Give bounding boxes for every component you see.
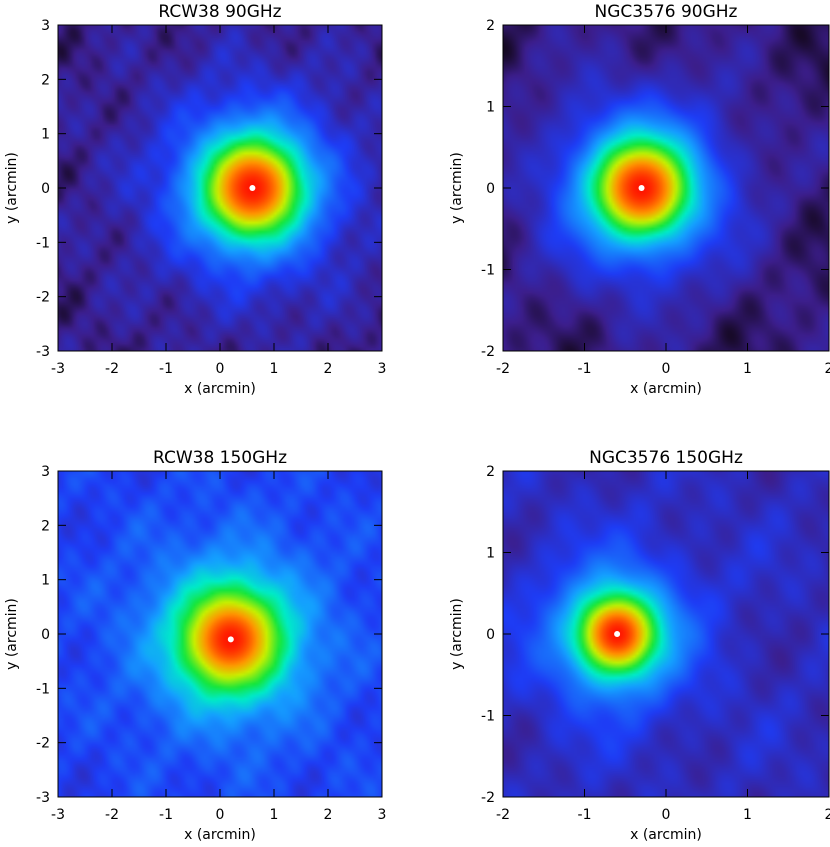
panel-2: -2 -1 0 1 2 -2 -1 0 1 2 NGC3576 90GHz x (arcmin) y (… [449, 2, 830, 397]
x-tick-label: 2 [324, 361, 333, 377]
x-axis-label: x (arcmin) [184, 827, 256, 843]
y-tick-label: 1 [41, 127, 50, 143]
y-tick-label: 1 [486, 100, 495, 116]
y-tick-label: -2 [481, 344, 495, 360]
y-tick-label: -2 [481, 790, 495, 806]
x-tick-label: 3 [378, 361, 387, 377]
x-tick-label: -2 [496, 807, 510, 823]
x-tick-label: -1 [159, 361, 173, 377]
x-tick-label: 1 [270, 807, 279, 823]
x-tick-label: 0 [216, 361, 225, 377]
y-tick-label: 0 [486, 181, 495, 197]
x-tick-label: -1 [159, 807, 173, 823]
peak-marker [227, 636, 234, 643]
y-tick-label: 2 [41, 518, 50, 534]
x-axis-label: x (arcmin) [184, 381, 256, 397]
y-tick-label: 2 [486, 464, 495, 480]
x-tick-label: -2 [105, 807, 119, 823]
y-tick-label: -1 [481, 709, 495, 725]
y-tick-label: 2 [486, 18, 495, 34]
y-tick-label: -2 [36, 290, 50, 306]
x-tick-label: -3 [51, 807, 65, 823]
panel-title: NGC3576 150GHz [589, 448, 743, 468]
heatmap-image [58, 25, 382, 351]
panel-title: NGC3576 90GHz [595, 2, 738, 22]
x-tick-label: -3 [51, 361, 65, 377]
x-tick-label: 0 [662, 361, 671, 377]
panel-title: RCW38 90GHz [158, 2, 281, 22]
panel-3: -3 -2 -1 0 1 2 3 -3 -2 -1 0 1 2 3 RCW38 150GHz x (arcmi… [4, 448, 386, 843]
x-tick-label: -1 [578, 361, 592, 377]
y-tick-label: -1 [36, 235, 50, 251]
x-axis-label: x (arcmin) [630, 381, 702, 397]
x-tick-label: -1 [578, 807, 592, 823]
y-axis-label: y (arcmin) [4, 598, 20, 670]
panel-4: -2 -1 0 1 2 -2 -1 0 1 2 NGC3576 150GHz x (arcmin) y … [449, 448, 830, 843]
x-tick-label: 1 [270, 361, 279, 377]
y-tick-label: 0 [41, 181, 50, 197]
peak-marker [249, 185, 256, 191]
y-tick-label: -3 [36, 344, 50, 360]
heatmap-image [503, 471, 829, 797]
heatmap-image [58, 471, 382, 797]
x-tick-label: -2 [105, 361, 119, 377]
x-axis-label: x (arcmin) [630, 827, 702, 843]
x-tick-label: 1 [743, 807, 752, 823]
y-tick-label: 0 [486, 627, 495, 643]
x-tick-label: 0 [662, 807, 671, 823]
y-tick-label: 1 [486, 546, 495, 562]
y-tick-label: 1 [41, 573, 50, 589]
y-tick-label: -2 [36, 736, 50, 752]
y-tick-label: 0 [41, 627, 50, 643]
x-tick-label: 2 [825, 807, 830, 823]
y-axis-label: y (arcmin) [449, 152, 465, 224]
x-tick-label: 2 [324, 807, 333, 823]
y-tick-label: -1 [36, 681, 50, 697]
y-tick-label: 2 [41, 72, 50, 88]
y-tick-label: -3 [36, 790, 50, 806]
peak-marker [614, 631, 621, 637]
y-tick-label: 3 [41, 18, 50, 34]
x-tick-label: 1 [743, 361, 752, 377]
y-axis-label: y (arcmin) [449, 598, 465, 670]
y-axis-label: y (arcmin) [4, 152, 20, 224]
panel-title: RCW38 150GHz [153, 448, 287, 468]
peak-marker [638, 185, 645, 191]
x-tick-label: 3 [378, 807, 387, 823]
y-tick-label: 3 [41, 464, 50, 480]
x-tick-label: 2 [825, 361, 830, 377]
x-tick-label: -2 [496, 361, 510, 377]
panel-1: -3 -2 -1 0 1 2 3 -3 -2 -1 0 1 2 3 RCW38 90GHz x (arcmin… [4, 2, 386, 397]
y-tick-label: -1 [481, 263, 495, 279]
heatmap-image [503, 25, 829, 351]
x-tick-label: 0 [216, 807, 225, 823]
